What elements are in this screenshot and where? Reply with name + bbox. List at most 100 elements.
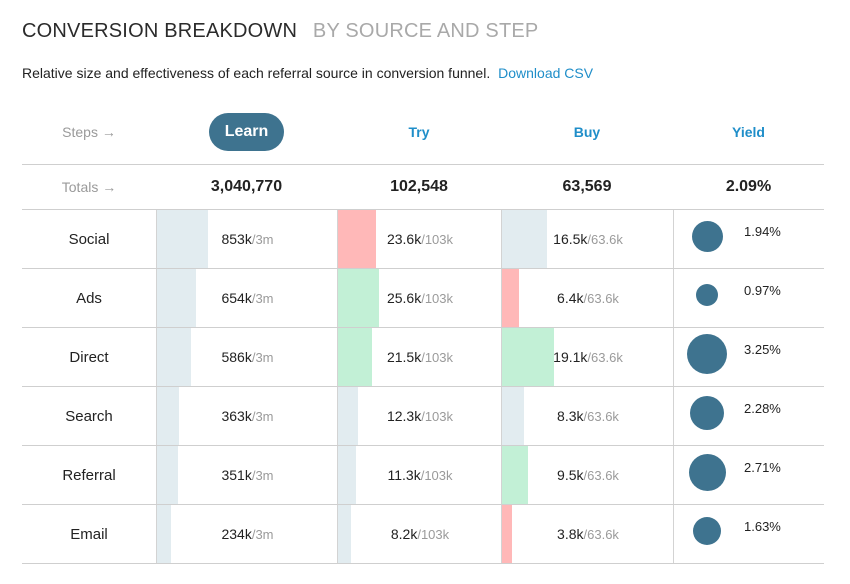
yield-bubble <box>696 284 718 306</box>
source-label: Social <box>68 230 110 248</box>
buy-count: 8.3k <box>557 408 584 424</box>
try-total: /103k <box>420 467 453 483</box>
yield-bubble <box>693 517 721 545</box>
table-row: Email 234k/3m 8.2k/103k 3.8k/63.6k 1.63% <box>22 505 824 564</box>
steps-label: Steps → <box>62 124 116 140</box>
source-label: Referral <box>62 466 116 484</box>
try-share-bar <box>338 505 351 563</box>
yield-cell: 1.94% <box>673 210 825 268</box>
buy-cell: 16.5k/63.6k <box>501 210 674 268</box>
try-value: 8.2k/103k <box>338 505 502 563</box>
description: Relative size and effectiveness of each … <box>22 65 593 81</box>
yield-bubble <box>687 334 727 374</box>
learn-value: 351k/3m <box>157 446 338 504</box>
source-label: Search <box>65 407 113 425</box>
try-cell: 12.3k/103k <box>337 387 502 445</box>
buy-total: /63.6k <box>583 526 619 542</box>
learn-count: 234k <box>221 526 252 542</box>
tab-buy[interactable]: Buy <box>573 124 601 140</box>
try-value: 21.5k/103k <box>338 328 502 386</box>
table-row: Referral 351k/3m 11.3k/103k 9.5k/63.6k 2.71% <box>22 446 824 505</box>
learn-count: 853k <box>221 231 252 247</box>
buy-share-bar <box>502 387 524 445</box>
learn-share-bar <box>157 269 196 327</box>
try-total: /103k <box>421 231 454 247</box>
buy-share-bar <box>502 210 547 268</box>
totals-label: Totals → <box>61 179 117 195</box>
buy-total: /63.6k <box>587 231 623 247</box>
try-cell: 23.6k/103k <box>337 210 502 268</box>
try-total: /103k <box>417 526 450 542</box>
learn-value: 586k/3m <box>157 328 338 386</box>
source-label: Email <box>70 525 108 543</box>
yield-bubble <box>691 220 723 252</box>
source-label: Ads <box>76 289 102 307</box>
buy-total: /63.6k <box>583 290 619 306</box>
learn-count: 351k <box>221 467 252 483</box>
yield-bubble <box>690 396 724 430</box>
tab-yield[interactable]: Yield <box>732 124 765 140</box>
buy-share-bar <box>502 446 528 504</box>
try-total: /103k <box>421 290 454 306</box>
learn-total: /3m <box>251 349 274 365</box>
buy-value: 16.5k/63.6k <box>502 210 674 268</box>
try-share-bar <box>338 446 356 504</box>
buy-count: 3.8k <box>557 526 584 542</box>
table-row: Direct 586k/3m 21.5k/103k 19.1k/63.6k 3.25% <box>22 328 824 387</box>
yield-percent: 1.94% <box>744 224 781 239</box>
learn-total: /3m <box>251 467 274 483</box>
learn-cell: 363k/3m <box>156 387 338 445</box>
try-count: 8.2k <box>390 526 418 542</box>
learn-value: 654k/3m <box>157 269 338 327</box>
source-rows: Social 853k/3m 23.6k/103k 16.5k/63.6k 1.94% A… <box>22 210 824 564</box>
buy-value: 6.4k/63.6k <box>502 269 674 327</box>
try-share-bar <box>338 387 358 445</box>
try-cell: 8.2k/103k <box>337 505 502 563</box>
learn-share-bar <box>157 210 208 268</box>
learn-share-bar <box>157 328 191 386</box>
buy-value: 3.8k/63.6k <box>502 505 674 563</box>
learn-cell: 351k/3m <box>156 446 338 504</box>
learn-cell: 586k/3m <box>156 328 338 386</box>
buy-total: /63.6k <box>583 467 619 483</box>
download-csv-link[interactable]: Download CSV <box>498 65 594 81</box>
try-cell: 11.3k/103k <box>337 446 502 504</box>
yield-percent: 0.97% <box>744 283 781 298</box>
try-count: 11.3k <box>387 467 421 483</box>
yield-cell: 0.97% <box>673 269 825 327</box>
total-learn: 3,040,770 <box>210 178 283 195</box>
try-share-bar <box>338 210 376 268</box>
buy-total: /63.6k <box>587 349 623 365</box>
conversion-table: Steps → Learn Try Buy Yield Totals → 3,0… <box>22 100 824 564</box>
buy-cell: 9.5k/63.6k <box>501 446 674 504</box>
step-header-row: Steps → Learn Try Buy Yield <box>22 100 824 165</box>
total-try: 102,548 <box>390 178 448 195</box>
learn-cell: 654k/3m <box>156 269 338 327</box>
table-row: Social 853k/3m 23.6k/103k 16.5k/63.6k 1.94% <box>22 210 824 269</box>
learn-count: 654k <box>221 290 252 306</box>
learn-count: 363k <box>221 408 252 424</box>
try-total: /103k <box>421 349 454 365</box>
try-count: 12.3k <box>386 408 422 424</box>
tab-try[interactable]: Try <box>408 124 430 140</box>
yield-bubble <box>688 453 726 491</box>
yield-cell: 1.63% <box>673 505 825 563</box>
try-cell: 21.5k/103k <box>337 328 502 386</box>
learn-value: 234k/3m <box>157 505 338 563</box>
buy-count: 9.5k <box>557 467 584 483</box>
yield-percent: 3.25% <box>744 342 781 357</box>
buy-cell: 3.8k/63.6k <box>501 505 674 563</box>
buy-value: 8.3k/63.6k <box>502 387 674 445</box>
buy-cell: 6.4k/63.6k <box>501 269 674 327</box>
tab-learn[interactable]: Learn <box>208 113 285 151</box>
learn-share-bar <box>157 505 171 563</box>
buy-count: 19.1k <box>553 349 588 365</box>
learn-cell: 234k/3m <box>156 505 338 563</box>
yield-cell: 3.25% <box>673 328 825 386</box>
try-value: 25.6k/103k <box>338 269 502 327</box>
try-count: 23.6k <box>386 231 422 247</box>
learn-share-bar <box>157 387 179 445</box>
try-count: 21.5k <box>386 349 422 365</box>
title-main: CONVERSION BREAKDOWN <box>22 20 298 42</box>
buy-total: /63.6k <box>583 408 619 424</box>
